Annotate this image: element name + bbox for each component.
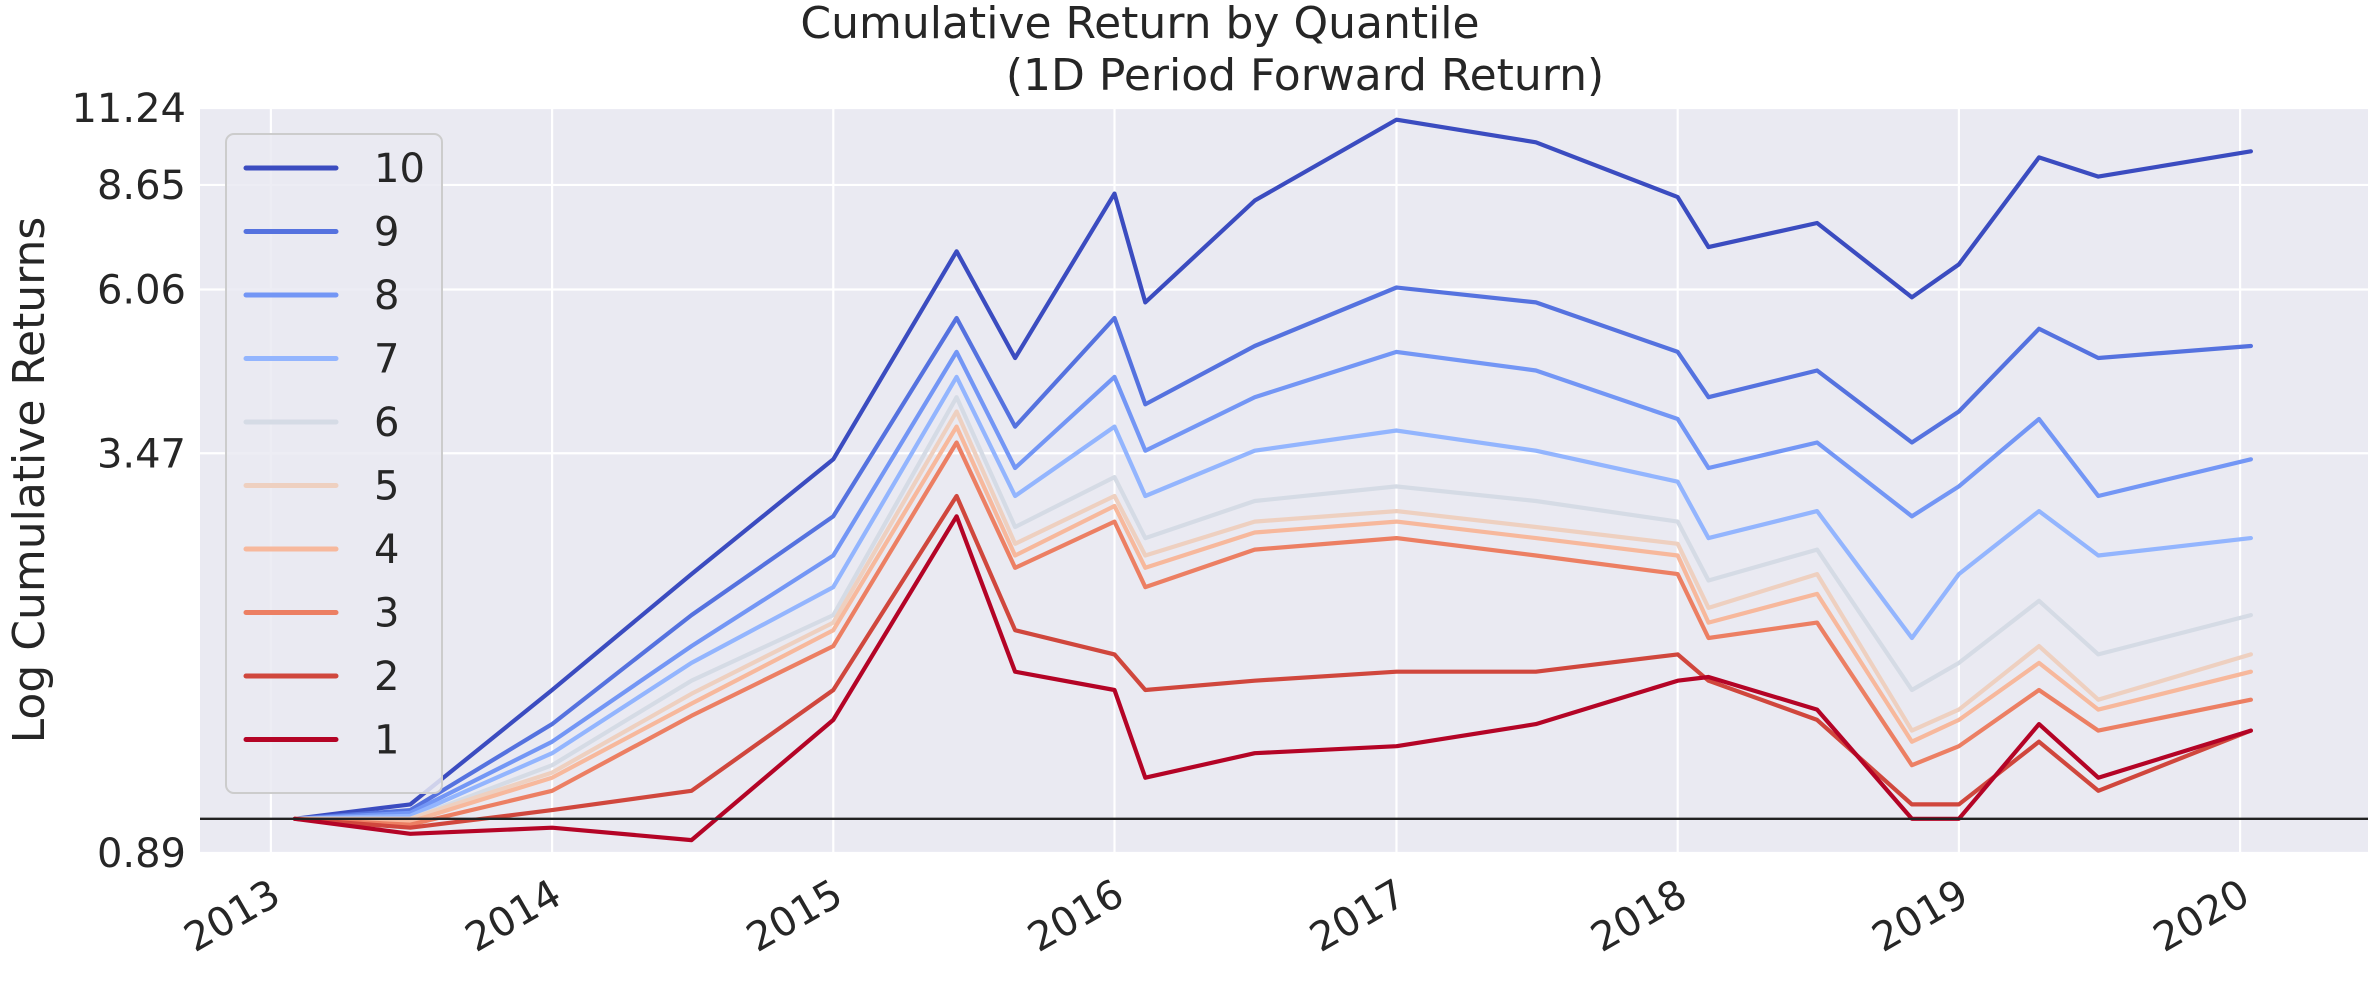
series-line-quantile-8 bbox=[292, 349, 2253, 821]
legend-label-quantile-6: 6 bbox=[374, 400, 399, 446]
series-line-quantile-7 bbox=[292, 374, 2253, 821]
legend-label-quantile-3: 3 bbox=[374, 591, 399, 637]
series-line-quantile-3 bbox=[292, 440, 2253, 827]
series-line-quantile-2 bbox=[292, 493, 2253, 830]
y-tick-label: 11.24 bbox=[71, 86, 186, 132]
legend: 10 9 8 7 6 5 4 3 2 1 bbox=[225, 133, 443, 794]
legend-label-quantile-10: 10 bbox=[374, 146, 425, 192]
legend-label-quantile-7: 7 bbox=[374, 337, 399, 383]
legend-frame bbox=[225, 133, 443, 794]
chart-subtitle: (1D Period Forward Return) bbox=[1006, 50, 1604, 101]
series-line-quantile-4 bbox=[292, 424, 2253, 824]
y-tick-label: 6.06 bbox=[97, 267, 186, 313]
legend-label-quantile-2: 2 bbox=[374, 654, 399, 700]
legend-label-quantile-1: 1 bbox=[374, 718, 399, 764]
y-tick-label: 8.65 bbox=[97, 163, 186, 209]
series-line-quantile-6 bbox=[292, 395, 2253, 821]
series-line-quantile-10 bbox=[292, 117, 2253, 821]
legend-label-quantile-8: 8 bbox=[374, 273, 399, 319]
series-line-quantile-5 bbox=[292, 409, 2253, 821]
legend-label-quantile-4: 4 bbox=[374, 527, 399, 573]
legend-label-quantile-9: 9 bbox=[374, 210, 399, 256]
y-tick-label: 0.89 bbox=[97, 831, 186, 877]
y-axis-label: Log Cumulative Returns bbox=[4, 217, 55, 744]
series-line-quantile-9 bbox=[292, 285, 2253, 821]
y-tick-label: 3.47 bbox=[97, 431, 186, 477]
chart-title: Cumulative Return by Quantile bbox=[800, 0, 1479, 49]
plot-area bbox=[200, 108, 2368, 853]
legend-label-quantile-5: 5 bbox=[374, 464, 399, 510]
y-tick-labels: 0.89 3.47 6.06 8.65 11.24 bbox=[71, 86, 186, 877]
